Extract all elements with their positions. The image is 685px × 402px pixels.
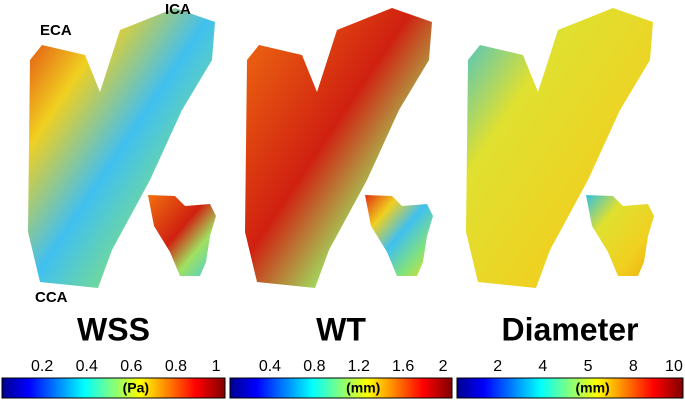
tick-label: 5 [584,358,593,375]
vessel-shapes [28,8,654,288]
colorbar [229,377,453,399]
tick-label: 1.2 [348,358,370,375]
anatomy-label: CCA [35,289,68,306]
anatomy-label: ECA [40,22,72,39]
tick-label: 0.2 [31,358,53,375]
panel-title: Diameter [502,311,639,347]
colorbar-unit: (Pa) [123,380,149,396]
tick-label: 10 [665,358,683,375]
panel-title: WT [316,311,366,347]
tick-label: 8 [629,358,638,375]
colorbar [456,377,684,399]
tick-label: 0.6 [120,358,142,375]
tick-label: 2 [493,358,502,375]
tick-label: 0.8 [165,358,187,375]
colorbar-unit: (mm) [346,380,380,396]
tick-label: 1.6 [392,358,414,375]
tick-label: 0.4 [76,358,98,375]
colorbar [1,377,226,399]
colorbar-unit: (mm) [575,380,609,396]
tick-label: 0.4 [259,358,281,375]
panel-title: WSS [77,311,150,347]
tick-label: 1 [212,358,221,375]
tick-label: 2 [439,358,448,375]
anatomy-label: ICA [165,1,191,18]
tick-label: 0.8 [303,358,325,375]
tick-label: 4 [538,358,547,375]
